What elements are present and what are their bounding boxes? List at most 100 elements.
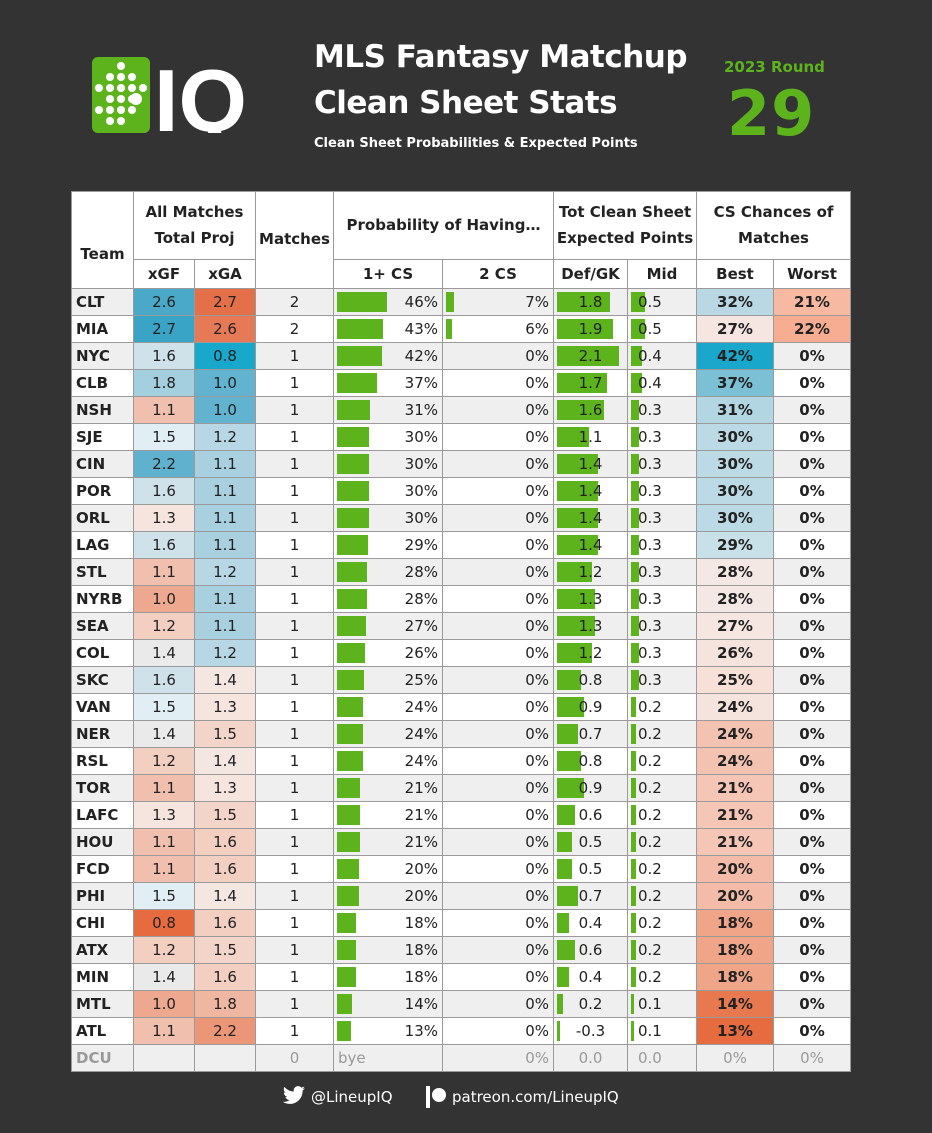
cell-worst: 0% (773, 774, 851, 802)
bar-defgk (557, 859, 572, 879)
cell-worst: 0% (773, 450, 851, 478)
value-cs2: 0% (525, 1049, 549, 1067)
value-defgk: 1.3 (578, 590, 603, 608)
cell-best: 32% (696, 288, 774, 316)
bar-mid (631, 670, 639, 690)
header-all-matches: All Matches Total Proj (133, 191, 256, 260)
cell-matches: 1 (255, 720, 334, 748)
value-cs1: 20% (404, 860, 438, 878)
bar-cs1 (337, 778, 360, 798)
cell-matches: 1 (255, 531, 334, 559)
table-row: FCD 1.1 1.6 1 20% 0% 0.5 0.2 20% 0% (71, 855, 851, 883)
cell-cs1: 14% (333, 990, 443, 1018)
value-defgk: 0.6 (578, 806, 603, 824)
bar-defgk (557, 346, 619, 366)
bar-mid (631, 319, 645, 339)
cell-best: 24% (696, 720, 774, 748)
table-row: MTL 1.0 1.8 1 14% 0% 0.2 0.1 14% 0% (71, 990, 851, 1018)
cell-best: 26% (696, 639, 774, 667)
value-cs2: 0% (525, 725, 549, 743)
patreon-link[interactable]: patreon.com/LineupIQ (452, 1088, 619, 1106)
bar-defgk (557, 940, 575, 960)
table-row: VAN 1.5 1.3 1 24% 0% 0.9 0.2 24% 0% (71, 693, 851, 721)
bar-defgk (557, 481, 598, 501)
value-cs1: 21% (404, 806, 438, 824)
cell-mid: 0.2 (627, 909, 697, 937)
cell-defgk: 1.2 (553, 639, 628, 667)
bar-cs1 (337, 913, 356, 933)
cell-team: CHI (71, 909, 134, 937)
cell-best: 21% (696, 828, 774, 856)
bar-mid (631, 751, 636, 771)
bar-cs1 (337, 292, 387, 312)
value-mid: 0.3 (638, 590, 662, 608)
cell-defgk: 0.9 (553, 774, 628, 802)
value-cs1: 26% (404, 644, 438, 662)
cell-team: NSH (71, 396, 134, 424)
bar-defgk (557, 616, 595, 636)
value-mid: 0.3 (638, 617, 662, 635)
cell-cs1: 27% (333, 612, 443, 640)
header-defgk: Def/GK (553, 258, 628, 290)
cell-team: COL (71, 639, 134, 667)
cell-mid: 0.1 (627, 1017, 697, 1045)
cell-cs1: 43% (333, 315, 443, 343)
cell-cs2: 0% (442, 909, 554, 937)
cell-xga: 1.1 (194, 504, 256, 532)
cell-team: SJE (71, 423, 134, 451)
cell-xga: 1.1 (194, 585, 256, 613)
cell-xga: 1.6 (194, 828, 256, 856)
cell-cs1: 20% (333, 882, 443, 910)
value-defgk: 0.5 (578, 860, 603, 878)
table-row: CLT 2.6 2.7 2 46% 7% 1.8 0.5 32% 21% (71, 288, 851, 316)
cell-defgk: 1.4 (553, 477, 628, 505)
value-mid: 0.4 (638, 374, 662, 392)
cell-defgk: 0.4 (553, 909, 628, 937)
value-cs2: 0% (525, 698, 549, 716)
cell-xga: 2.6 (194, 315, 256, 343)
bar-mid (631, 508, 639, 528)
cell-team: VAN (71, 693, 134, 721)
cell-matches: 1 (255, 639, 334, 667)
bar-mid (631, 454, 639, 474)
twitter-icon (282, 1086, 305, 1104)
twitter-handle[interactable]: @LineupIQ (311, 1088, 393, 1106)
value-mid: 0.3 (638, 563, 662, 581)
value-defgk: 1.1 (578, 428, 603, 446)
value-defgk: 0.4 (578, 914, 603, 932)
cell-mid: 0.2 (627, 882, 697, 910)
cell-worst: 0% (773, 693, 851, 721)
bar-mid (631, 805, 636, 825)
cell-defgk: 0.6 (553, 936, 628, 964)
cell-worst: 0% (773, 423, 851, 451)
cell-xgf: 2.2 (133, 450, 195, 478)
bar-cs1 (337, 832, 360, 852)
value-defgk: 0.7 (578, 887, 603, 905)
cell-defgk: 1.2 (553, 558, 628, 586)
cell-best: 27% (696, 315, 774, 343)
bar-cs1 (337, 535, 368, 555)
cell-xgf: 1.6 (133, 477, 195, 505)
cell-best: 28% (696, 558, 774, 586)
cell-cs2: 0% (442, 558, 554, 586)
cell-cs2: 0% (442, 1017, 554, 1045)
value-mid: 0.2 (638, 860, 662, 878)
value-cs1: 37% (404, 374, 438, 392)
bar-mid (631, 562, 639, 582)
bar-cs1 (337, 508, 369, 528)
cell-cs2: 0% (442, 747, 554, 775)
cell-xga: 1.0 (194, 369, 256, 397)
value-mid: 0.3 (638, 644, 662, 662)
value-cs1: 46% (404, 293, 438, 311)
cell-matches: 1 (255, 909, 334, 937)
bar-defgk (557, 292, 610, 312)
table-row: HOU 1.1 1.6 1 21% 0% 0.5 0.2 21% 0% (71, 828, 851, 856)
cell-defgk: 1.1 (553, 423, 628, 451)
cell-xga: 1.6 (194, 963, 256, 991)
header-matches: Matches (255, 191, 334, 289)
cell-xga: 1.4 (194, 747, 256, 775)
value-mid: 0.3 (638, 455, 662, 473)
table-row: TOR 1.1 1.3 1 21% 0% 0.9 0.2 21% 0% (71, 774, 851, 802)
value-mid: 0.1 (638, 1022, 662, 1040)
value-mid: 0.2 (638, 887, 662, 905)
